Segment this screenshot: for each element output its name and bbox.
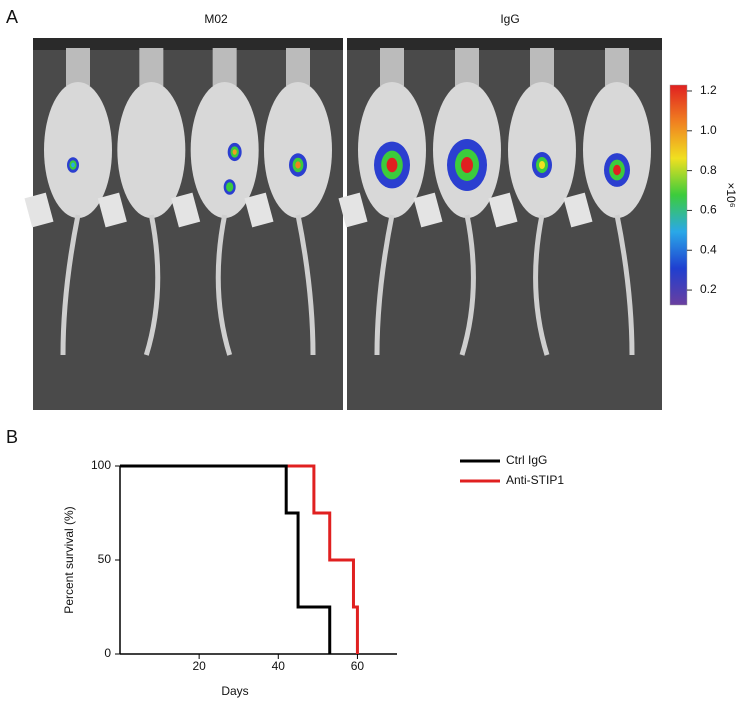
legend-label: Anti-STIP1 [506, 473, 564, 487]
mouse-tail [215, 214, 233, 356]
mouse-tail [374, 214, 395, 356]
mouse-tail [295, 214, 316, 356]
legend-label: Ctrl IgG [506, 453, 547, 467]
signal [227, 184, 232, 190]
colorbar-label: ×10⁶ [724, 182, 738, 207]
y-tick-label: 100 [91, 458, 111, 472]
x-tick-label: 60 [351, 659, 365, 673]
tape [24, 192, 54, 228]
mouse-tail [60, 214, 81, 356]
panel-title: IgG [500, 12, 519, 26]
nose-cone [455, 48, 479, 86]
tape [413, 192, 443, 228]
survival-line [120, 464, 359, 654]
mouse-images [24, 38, 662, 410]
mouse-body [508, 82, 576, 218]
signal [386, 157, 398, 173]
colorbar-tick-label: 0.2 [700, 282, 717, 296]
panel-label: A [6, 7, 18, 27]
tape [97, 192, 127, 228]
nose-cone [212, 48, 237, 86]
mouse-tail [459, 214, 476, 356]
signal [295, 161, 301, 169]
mouse-body [117, 82, 186, 218]
y-tick-label: 0 [104, 646, 111, 660]
mouse-body [190, 82, 259, 218]
tape [488, 192, 518, 228]
y-tick-label: 50 [98, 552, 112, 566]
colorbar-tick-label: 0.4 [700, 242, 717, 256]
tape [338, 192, 368, 228]
mouse-tail [143, 214, 161, 356]
nose-cone [286, 48, 310, 86]
mouse-body [583, 82, 651, 218]
y-axis-label: Percent survival (%) [62, 506, 76, 613]
colorbar-tick-label: 0.8 [700, 163, 717, 177]
x-axis-label: Days [221, 684, 248, 698]
colorbar-tick-label: 1.2 [700, 83, 717, 97]
panel-title: M02 [204, 12, 228, 26]
mouse-tail [533, 214, 550, 356]
colorbar [669, 84, 688, 306]
signal [613, 164, 621, 176]
mouse-body [44, 82, 112, 218]
signal [461, 157, 473, 173]
nose-cone [139, 48, 164, 86]
tape [563, 192, 593, 228]
nose-cone [66, 48, 90, 86]
survival-line [120, 464, 332, 654]
mouse-tail [614, 214, 635, 356]
tape [244, 192, 274, 228]
panel-label: B [6, 427, 18, 447]
nose-cone [380, 48, 404, 86]
tape [171, 192, 201, 228]
mouse-body [264, 82, 332, 218]
signal [232, 149, 237, 155]
holder [347, 38, 662, 50]
signal [539, 161, 545, 169]
colorbar-tick-label: 1.0 [700, 123, 717, 137]
signal [71, 162, 75, 168]
x-tick-label: 40 [272, 659, 286, 673]
colorbar-tick-label: 0.6 [700, 203, 717, 217]
x-tick-label: 20 [192, 659, 206, 673]
nose-cone [530, 48, 554, 86]
holder [33, 38, 343, 50]
nose-cone [605, 48, 629, 86]
